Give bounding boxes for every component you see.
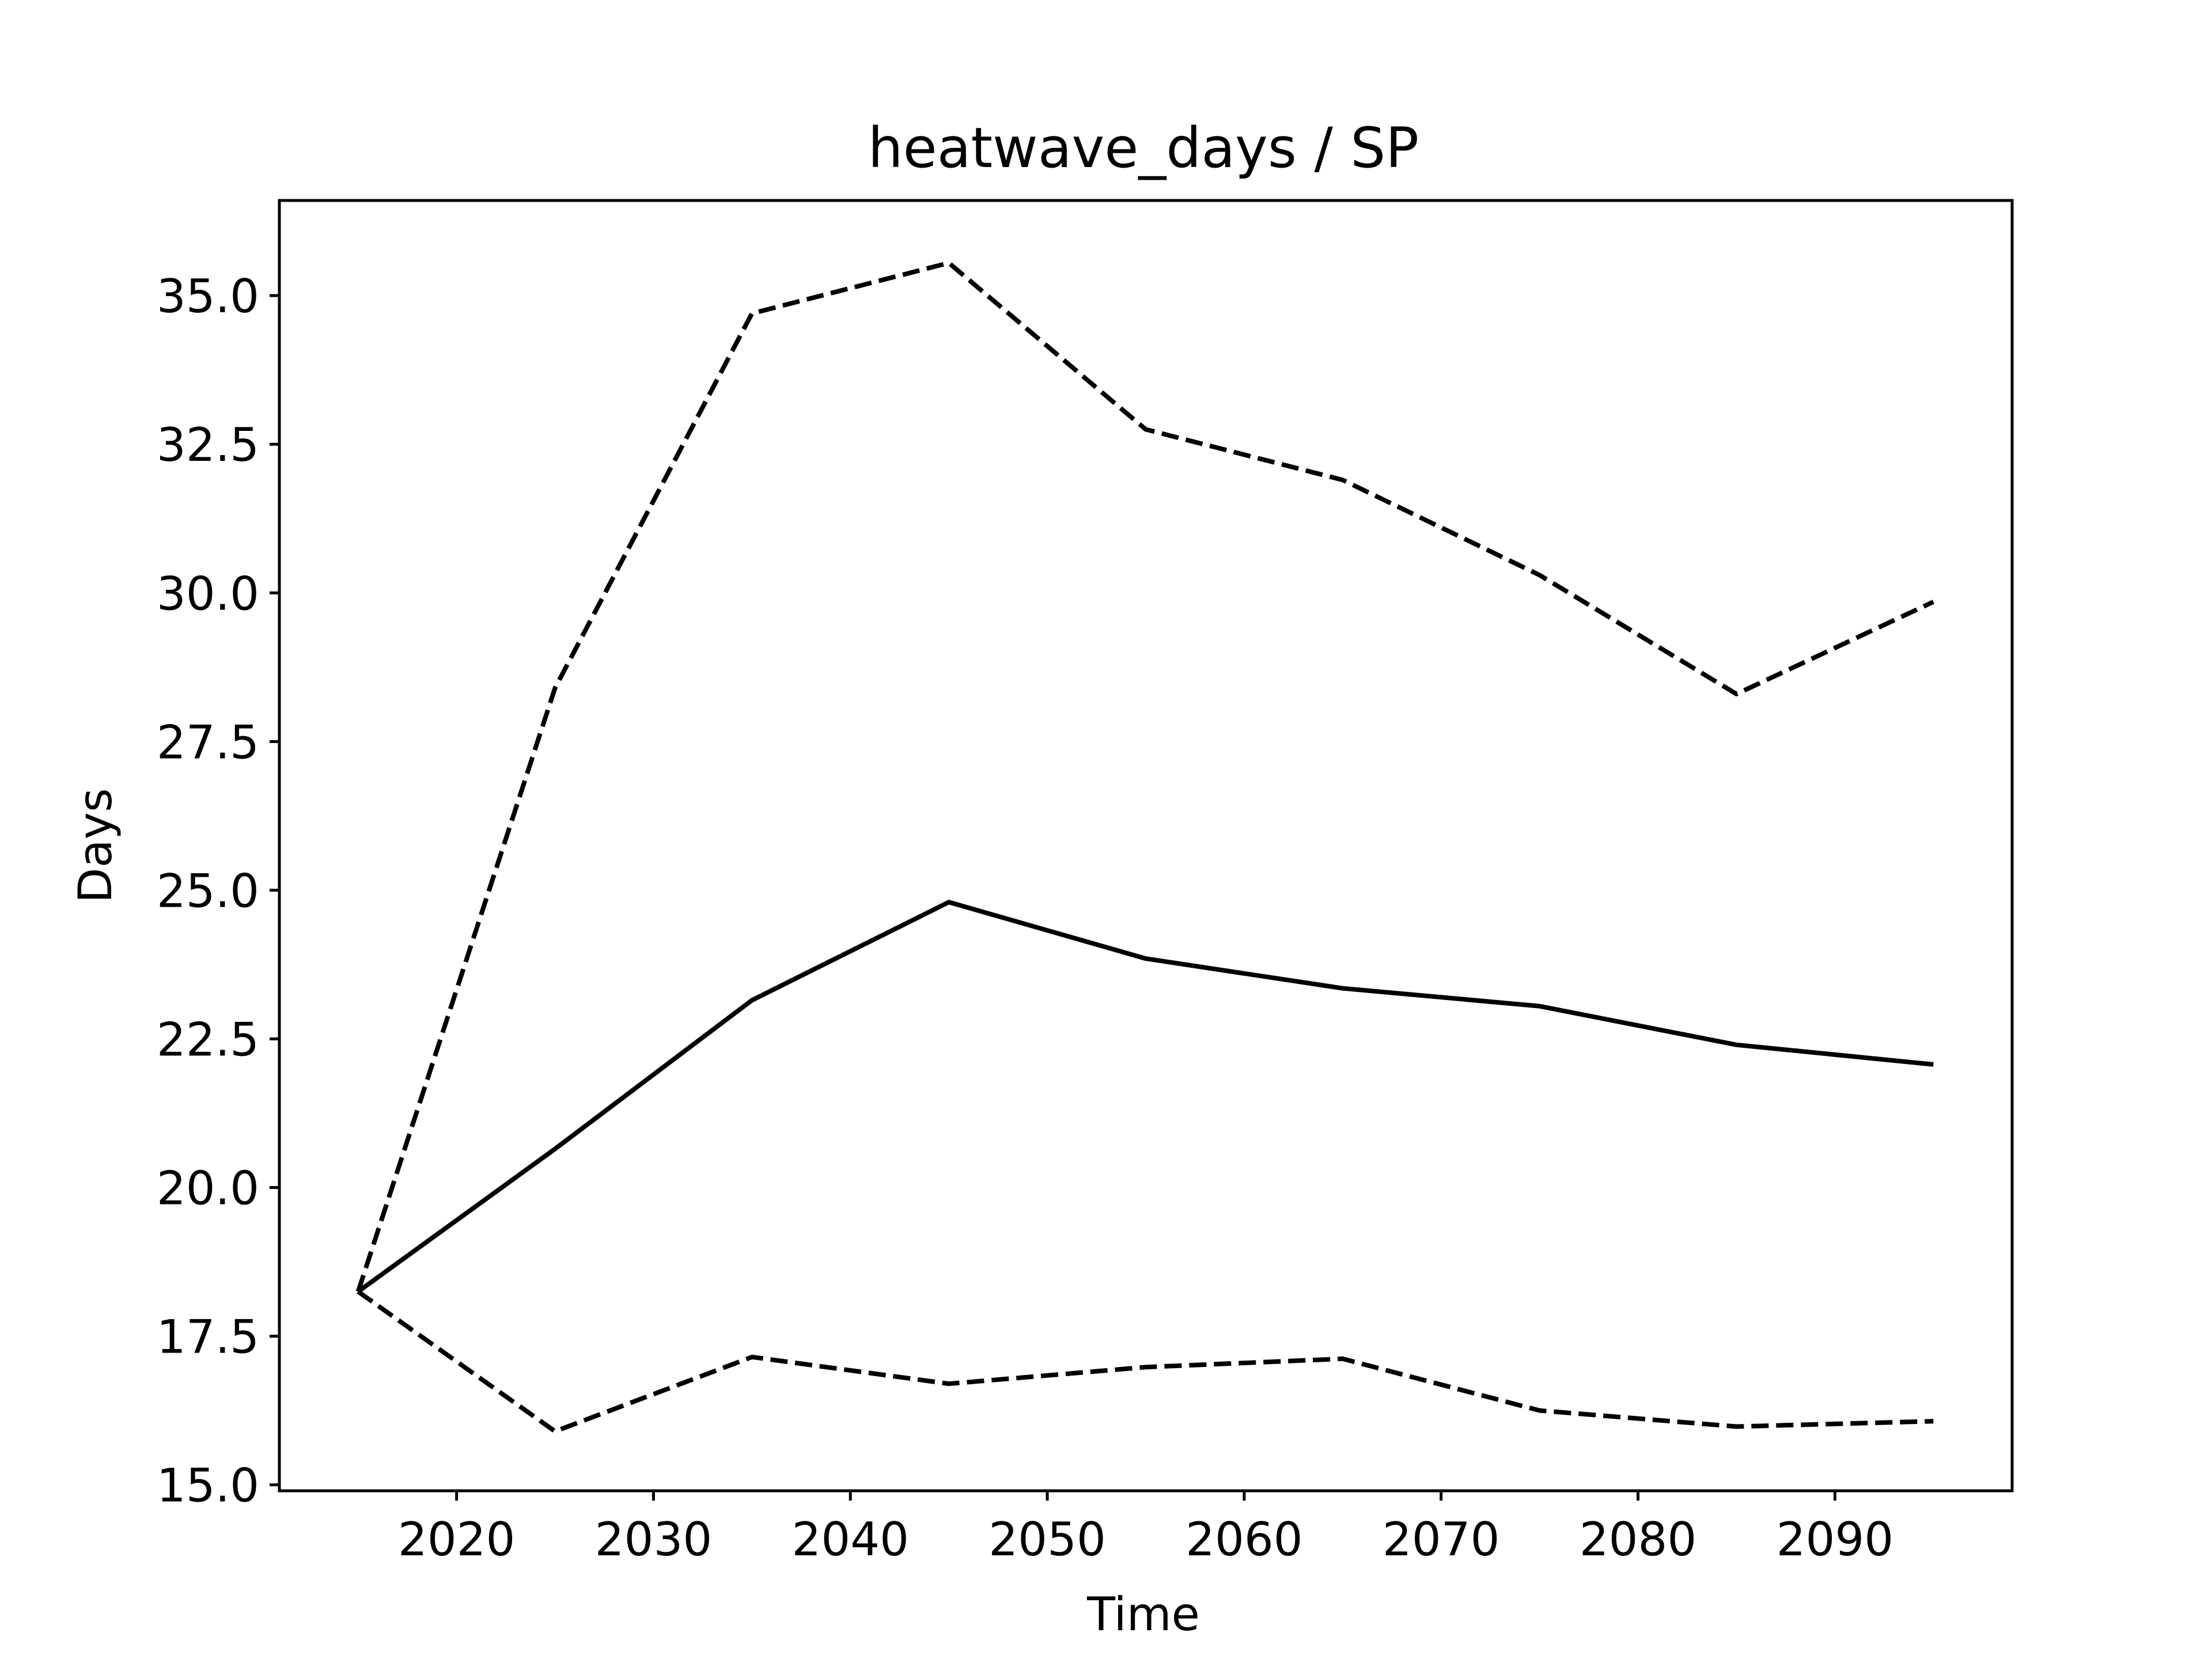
series-line-3 [357,1289,1934,1434]
x-axis-label: Time [1086,1588,1200,1641]
y-tick-label: 22.5 [157,1013,259,1066]
y-tick-label: 25.0 [157,864,259,918]
x-tick-label: 2040 [791,1513,909,1566]
y-axis-ticks: 15.0 17.5 20.0 22.5 25.0 27.5 30.0 32.5 35.0 [157,270,279,1513]
y-tick-label: 20.0 [157,1162,259,1215]
x-tick-label: 2080 [1580,1513,1697,1566]
x-tick-label: 2060 [1185,1513,1303,1566]
y-tick-label: 30.0 [157,567,259,620]
plot-frame [278,199,2014,1493]
y-axis-label: Days [69,788,122,903]
series-layer [355,260,1934,1434]
y-tick-label: 17.5 [157,1310,259,1364]
x-axis-ticks: 2020 2030 2040 2050 2060 2070 2080 2090 [398,1491,1893,1566]
chart-title: heatwave_days / SP [868,116,1419,180]
x-tick-label: 2030 [595,1513,713,1566]
x-tick-label: 2090 [1777,1513,1894,1566]
x-tick-label: 2020 [398,1513,516,1566]
y-tick-label: 15.0 [157,1459,259,1513]
x-tick-label: 2050 [988,1513,1106,1566]
y-tick-label: 27.5 [157,715,259,769]
y-tick-label: 32.5 [157,418,259,472]
series-line-1 [357,900,1934,1294]
y-tick-label: 35.0 [157,270,259,323]
x-tick-label: 2070 [1382,1513,1500,1566]
series-line-2 [355,260,1934,1293]
